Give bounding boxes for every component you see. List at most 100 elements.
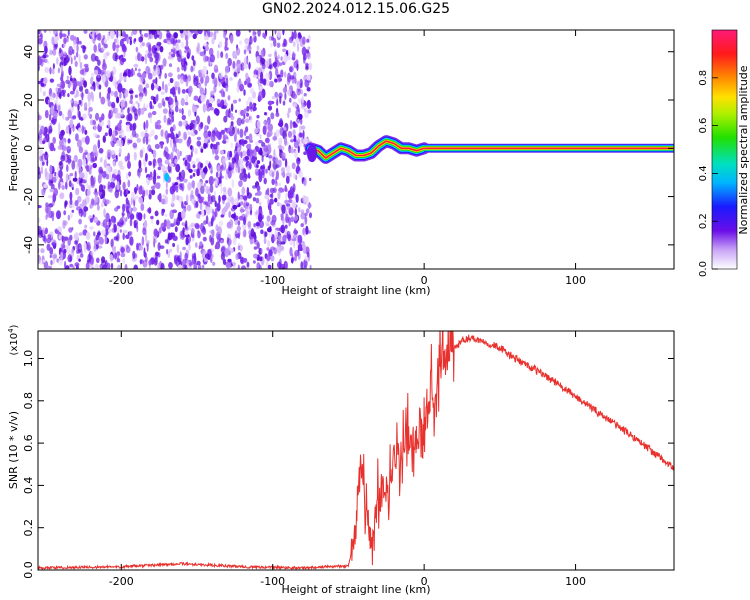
noise-speck	[118, 139, 124, 148]
noise-speck	[155, 66, 160, 76]
noise-speck	[243, 49, 247, 55]
noise-speck	[271, 36, 275, 41]
noise-speck	[96, 49, 99, 54]
noise-speck	[189, 122, 194, 130]
noise-speck	[62, 113, 65, 120]
noise-speck	[125, 197, 129, 205]
noise-speck	[170, 152, 174, 162]
noise-speck	[176, 244, 180, 254]
noise-speck	[193, 95, 199, 101]
noise-speck	[167, 72, 173, 78]
noise-speck	[291, 162, 296, 170]
noise-speck	[289, 97, 292, 103]
noise-speck	[54, 43, 58, 48]
noise-speck	[272, 61, 278, 68]
noise-speck	[116, 37, 119, 47]
noise-speck	[137, 212, 143, 222]
noise-speck	[265, 137, 270, 144]
noise-speck	[309, 177, 312, 181]
noise-speck	[63, 210, 67, 216]
noise-speck	[150, 215, 154, 220]
noise-speck	[96, 257, 100, 264]
noise-speck	[168, 163, 175, 167]
noise-speck	[76, 139, 82, 148]
noise-speck	[229, 150, 233, 159]
noise-speck	[267, 187, 270, 192]
noise-speck	[175, 42, 180, 51]
noise-speck	[164, 195, 168, 205]
noise-speck	[115, 44, 120, 48]
noise-speck	[154, 210, 159, 217]
noise-speck	[215, 171, 219, 178]
noise-speck	[244, 80, 247, 86]
noise-speck	[233, 71, 238, 77]
noise-speck	[304, 212, 308, 217]
noise-speck	[59, 138, 64, 148]
noise-speck	[292, 93, 298, 100]
noise-speck	[119, 91, 122, 99]
noise-speck	[73, 55, 76, 61]
noise-speck	[174, 182, 179, 186]
noise-speck	[156, 175, 161, 179]
noise-speck	[53, 147, 56, 152]
noise-speck	[281, 152, 286, 160]
noise-speck	[85, 195, 90, 204]
noise-speck	[260, 57, 265, 64]
noise-speck	[274, 197, 278, 203]
noise-speck	[59, 30, 63, 39]
noise-speck	[194, 222, 200, 228]
noise-speck	[145, 65, 150, 75]
noise-speck	[106, 149, 112, 157]
colorbar-tick-label: 0.2	[698, 213, 709, 229]
noise-speck	[235, 109, 237, 114]
noise-speck	[52, 48, 57, 56]
noise-speck	[124, 89, 129, 98]
noise-speck	[182, 134, 185, 140]
noise-speck	[77, 158, 83, 168]
noise-speck	[237, 264, 240, 269]
noise-speck	[276, 92, 279, 101]
noise-speck	[63, 60, 68, 66]
noise-speck	[289, 75, 295, 80]
noise-speck	[170, 232, 174, 240]
noise-speck	[98, 184, 104, 193]
noise-speck	[284, 184, 287, 192]
noise-speck	[55, 93, 59, 100]
noise-speck	[235, 145, 238, 152]
noise-speck	[134, 117, 137, 122]
noise-speck	[90, 165, 93, 170]
noise-speck	[118, 30, 123, 35]
noise-speck	[204, 80, 208, 87]
noise-speck	[216, 50, 220, 59]
transition-track-layer	[309, 140, 425, 159]
x-tick-label: -200	[109, 274, 134, 287]
noise-speck	[210, 195, 216, 203]
noise-speck	[154, 239, 157, 244]
noise-speck	[48, 48, 53, 56]
noise-speck	[98, 148, 104, 154]
noise-speck	[256, 189, 260, 197]
noise-speck	[77, 103, 80, 111]
noise-speck	[54, 171, 57, 177]
noise-speck	[203, 138, 209, 144]
noise-speck	[232, 99, 238, 104]
noise-speck	[93, 176, 96, 185]
noise-speck	[168, 262, 173, 269]
y-tick-label: -40	[22, 236, 35, 254]
noise-speck	[90, 53, 96, 62]
noise-speck	[148, 259, 152, 266]
noise-speck	[83, 63, 89, 68]
noise-speck	[300, 125, 306, 130]
noise-speck	[253, 246, 258, 250]
noise-speck	[129, 213, 135, 220]
noise-speck	[157, 157, 163, 164]
noise-speck	[180, 97, 185, 107]
noise-speck	[160, 142, 164, 149]
noise-speck	[179, 251, 182, 259]
noise-speck	[158, 42, 162, 48]
noise-speck	[158, 227, 162, 234]
noise-speck	[276, 243, 282, 254]
noise-speck	[186, 204, 192, 212]
noise-speck	[184, 252, 188, 261]
noise-speck	[181, 89, 186, 94]
